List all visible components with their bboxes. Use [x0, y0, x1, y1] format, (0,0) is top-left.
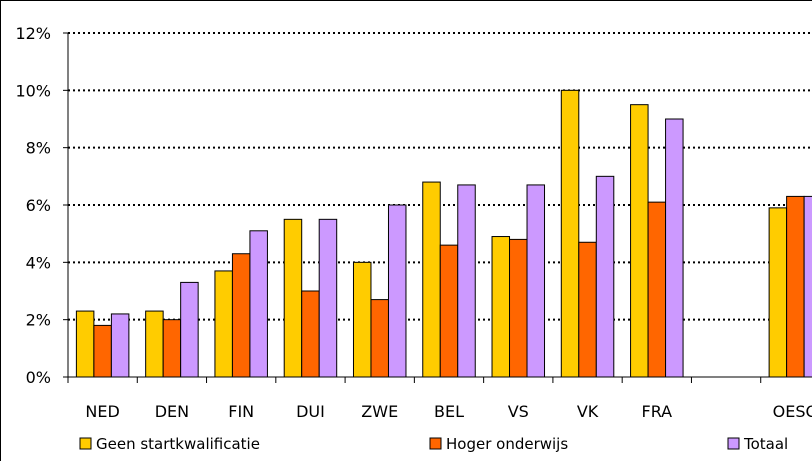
bar: [318, 218, 338, 378]
bar: [231, 253, 251, 378]
bar: [560, 89, 580, 378]
bar: [370, 299, 389, 378]
bar: [509, 238, 528, 378]
bar: [162, 319, 182, 378]
y-tick-label: 0%: [26, 368, 51, 387]
bar: [249, 230, 268, 378]
bar: [422, 181, 441, 378]
y-tick-label: 6%: [26, 196, 51, 215]
y-tick-label: 2%: [26, 311, 51, 330]
bar: [283, 218, 303, 378]
bar: [75, 310, 95, 378]
legend: Geen startkwalificatie Hoger onderwijs Tot…: [79, 435, 788, 453]
bar: [93, 324, 112, 378]
x-tick-label: VK: [577, 402, 599, 421]
legend-label: Totaal: [743, 435, 788, 453]
bar: [665, 118, 684, 378]
bar: [387, 204, 407, 378]
y-tick-label: 8%: [26, 139, 51, 158]
bar: [491, 236, 511, 378]
bar: [630, 104, 649, 378]
bar: [526, 184, 546, 378]
bar: [214, 270, 233, 378]
bar: [110, 313, 130, 378]
bar: [768, 207, 788, 378]
x-tick-label: BEL: [434, 402, 464, 421]
bar: [595, 175, 615, 378]
x-tick-label: FRA: [642, 402, 673, 421]
bars: [75, 89, 812, 378]
x-tick-label: NED: [85, 402, 119, 421]
bar: [578, 241, 597, 378]
x-tick-label: FIN: [228, 402, 254, 421]
x-tick-label: DUI: [296, 402, 325, 421]
y-tick-label: 4%: [26, 253, 51, 272]
legend-label: Hoger onderwijs: [446, 435, 568, 453]
bar: [647, 201, 667, 378]
axes: 0% 2% 4% 6% 8% 10% 12% NED DEN FIN DUI ZWE BEL VS VK FR…: [15, 24, 812, 421]
x-tick-label: DEN: [155, 402, 189, 421]
bar: [439, 244, 459, 378]
bar: [803, 195, 812, 378]
x-tick-label: ZWE: [361, 402, 398, 421]
x-tick-label: OESO: [773, 402, 812, 421]
y-tick-label: 12%: [15, 24, 51, 43]
legend-label: Geen startkwalificatie: [96, 435, 260, 453]
bar: [145, 310, 164, 378]
bar: [352, 261, 372, 378]
bar: [180, 281, 199, 378]
legend-swatch: [429, 437, 442, 450]
bar: [457, 184, 476, 378]
x-tick-label: VS: [508, 402, 529, 421]
bar: [786, 195, 805, 378]
y-tick-label: 10%: [15, 81, 51, 100]
legend-swatch: [79, 437, 92, 450]
legend-swatch: [727, 437, 740, 450]
bar: [301, 290, 320, 378]
